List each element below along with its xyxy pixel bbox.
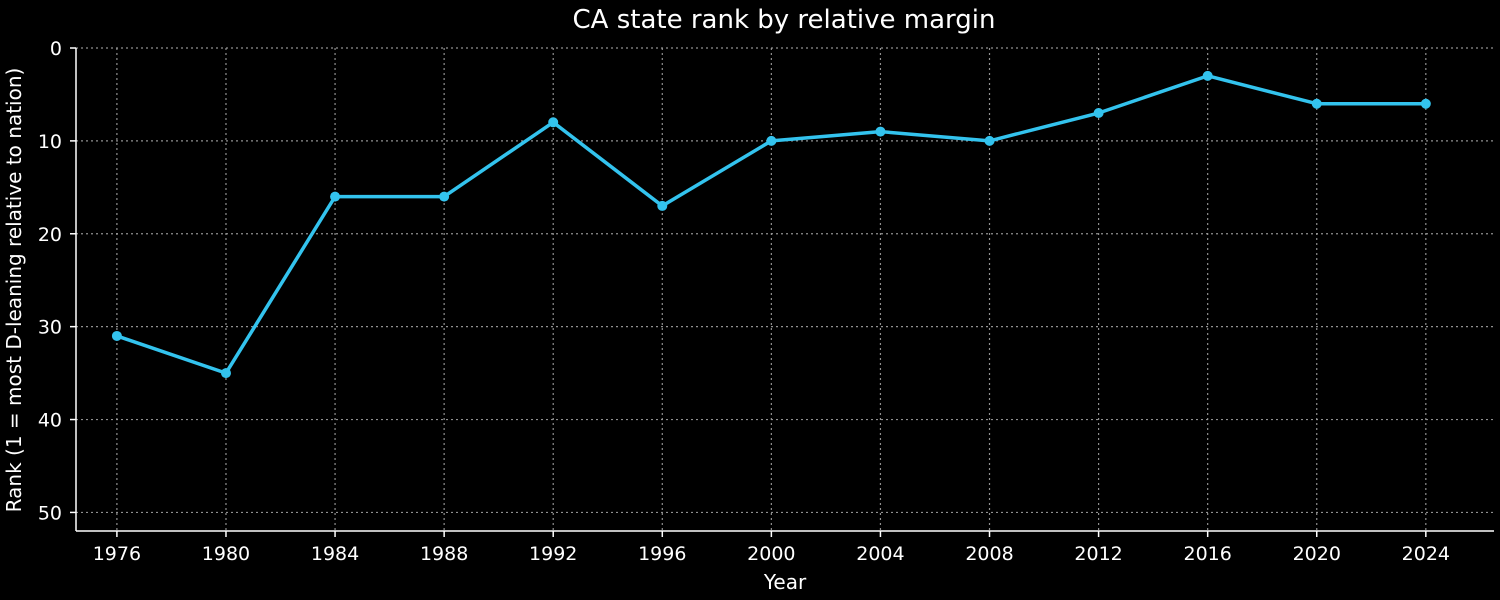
x-tick-label: 2008 — [965, 543, 1013, 565]
x-axis-label: Year — [763, 570, 807, 594]
x-tick-label: 2000 — [747, 543, 795, 565]
data-point — [657, 200, 668, 211]
chart-title: CA state rank by relative margin — [573, 5, 996, 35]
x-tick-label: 1976 — [93, 543, 141, 565]
y-tick-label: 0 — [50, 38, 62, 60]
data-point — [1093, 108, 1104, 119]
y-tick-label: 40 — [38, 410, 62, 432]
y-tick-label: 10 — [38, 131, 62, 153]
grid-lines — [76, 47, 1494, 531]
x-tick-label: 1988 — [420, 543, 468, 565]
data-point — [220, 368, 231, 379]
data-point — [548, 117, 559, 128]
data-point — [766, 135, 777, 146]
data-point — [1420, 98, 1431, 109]
x-tick-label: 1984 — [311, 543, 359, 565]
y-tick-label: 20 — [38, 224, 62, 246]
x-tick-label: 2012 — [1074, 543, 1122, 565]
data-point — [1311, 98, 1322, 109]
x-tick-label: 1992 — [529, 543, 577, 565]
x-tick-label: 2024 — [1402, 543, 1450, 565]
y-tick-label: 50 — [38, 502, 62, 524]
x-tick-label: 2020 — [1293, 543, 1341, 565]
data-point — [984, 135, 995, 146]
y-tick-label: 30 — [38, 317, 62, 339]
x-tick-label: 1980 — [202, 543, 250, 565]
y-axis-label: Rank (1 = most D-leaning relative to nat… — [2, 68, 26, 513]
x-tick-label: 1996 — [638, 543, 686, 565]
data-point — [439, 191, 450, 202]
tick-labels: 1976 1980 1984 1988 1992 1996 2000 2004 2008 2012… — [38, 38, 1450, 565]
data-point — [111, 330, 122, 341]
data-point — [330, 191, 341, 202]
axes — [75, 48, 1494, 532]
data-point — [1202, 70, 1213, 81]
data-series — [111, 70, 1431, 379]
x-tick-label: 2004 — [856, 543, 904, 565]
data-point — [875, 126, 886, 137]
x-tick-label: 2016 — [1183, 543, 1231, 565]
